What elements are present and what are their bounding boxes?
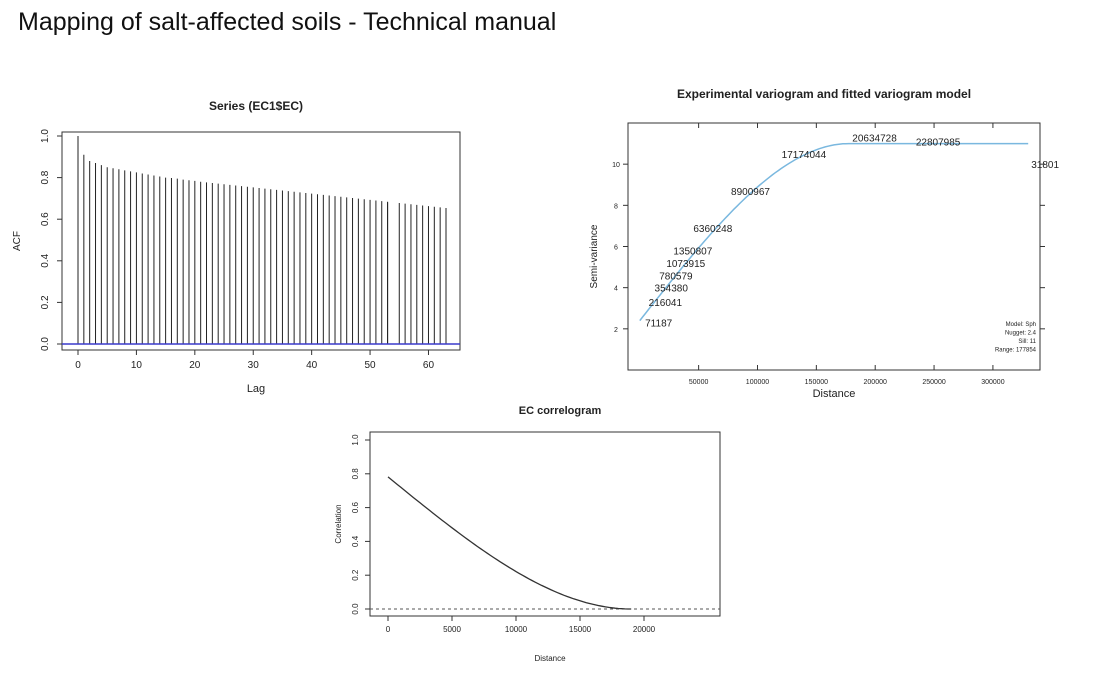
model-legend-line: Nugget: 2.4 — [1005, 331, 1037, 337]
x-tick-label: 150000 — [805, 379, 828, 386]
x-tick-label: 300000 — [981, 379, 1004, 386]
x-tick-label: 20 — [189, 360, 201, 371]
x-tick-label: 50 — [365, 360, 377, 371]
x-tick-label: 5000 — [443, 625, 461, 634]
y-tick-label: 0.6 — [351, 501, 360, 513]
x-tick-label: 250000 — [922, 379, 945, 386]
plot-frame — [369, 431, 721, 617]
y-tick-label: 0.0 — [351, 603, 360, 615]
point-count-label: 1350807 — [673, 247, 712, 258]
y-tick-label: 1.0 — [351, 434, 360, 446]
y-tick-label: 6 — [614, 245, 618, 252]
x-tick-label: 40 — [306, 360, 318, 371]
model-legend-line: Range: 177854 — [995, 348, 1037, 354]
x-tick-label: 20000 — [633, 625, 656, 634]
model-legend-line: Sill: 11 — [1018, 339, 1036, 345]
x-tick-label: 100000 — [746, 379, 769, 386]
y-tick-label: 0.6 — [40, 212, 51, 226]
plot-frame — [61, 131, 461, 351]
x-tick-label: 0 — [75, 360, 81, 371]
point-count-label: 31801 — [1031, 160, 1059, 171]
y-axis-label: Semi-variance — [589, 224, 600, 288]
y-tick-label: 0.4 — [40, 253, 51, 267]
point-count-label: 6360248 — [693, 224, 732, 235]
correlogram-chart: EC correlogram 0 5000 10000 15000 20000 0.0 0.2… — [334, 405, 721, 663]
point-count-label: 20634728 — [852, 133, 897, 144]
fitted-model-curve — [639, 142, 1029, 322]
chart-title: EC correlogram — [519, 405, 602, 417]
x-tick-label: 15000 — [569, 625, 592, 634]
x-tick-label: 200000 — [864, 379, 887, 386]
y-tick-label: 8 — [614, 203, 618, 210]
chart-title: Series (EC1$EC) — [209, 99, 303, 113]
model-legend-line: Model: Sph — [1006, 322, 1036, 328]
acf-chart: Series (EC1$EC) 0 10 20 30 40 50 60 0.0 0.2 0.4 0.6… — [12, 99, 461, 395]
x-tick-label: 10 — [131, 360, 143, 371]
y-tick-label: 0.0 — [40, 337, 51, 351]
variogram-chart: Experimental variogram and fitted variog… — [589, 87, 1059, 400]
chart-title: Experimental variogram and fitted variog… — [677, 87, 971, 101]
x-tick-label: 60 — [423, 360, 435, 371]
y-tick-label: 0.8 — [351, 468, 360, 480]
page-title: Mapping of salt-affected soils - Technic… — [18, 8, 557, 36]
x-tick-label: 10000 — [505, 625, 528, 634]
x-axis-label: Distance — [813, 388, 856, 400]
point-count-label: 216041 — [649, 298, 683, 309]
x-axis-label: Lag — [247, 383, 265, 395]
y-tick-label: 0.8 — [40, 170, 51, 184]
point-count-label: 71187 — [645, 319, 673, 330]
x-tick-label: 0 — [386, 625, 391, 634]
point-count-label: 8900967 — [731, 187, 770, 198]
y-axis-label: Correlation — [334, 504, 343, 543]
point-count-label: 1073915 — [666, 259, 705, 270]
y-tick-label: 2 — [614, 327, 618, 334]
y-tick-label: 1.0 — [40, 129, 51, 143]
point-count-label: 780579 — [659, 271, 693, 282]
y-tick-label: 4 — [614, 286, 618, 293]
x-tick-label: 30 — [248, 360, 260, 371]
point-count-label: 17174044 — [782, 150, 827, 161]
point-count-label: 22807985 — [916, 138, 961, 149]
x-tick-label: 50000 — [689, 379, 709, 386]
y-tick-label: 0.2 — [40, 295, 51, 309]
point-count-label: 354380 — [655, 284, 689, 295]
correlogram-curve — [387, 476, 632, 610]
y-tick-label: 0.2 — [351, 569, 360, 581]
y-tick-label: 10 — [612, 162, 620, 169]
x-axis-label: Distance — [534, 654, 566, 663]
y-axis-label: ACF — [12, 231, 23, 251]
y-tick-label: 0.4 — [351, 535, 360, 547]
